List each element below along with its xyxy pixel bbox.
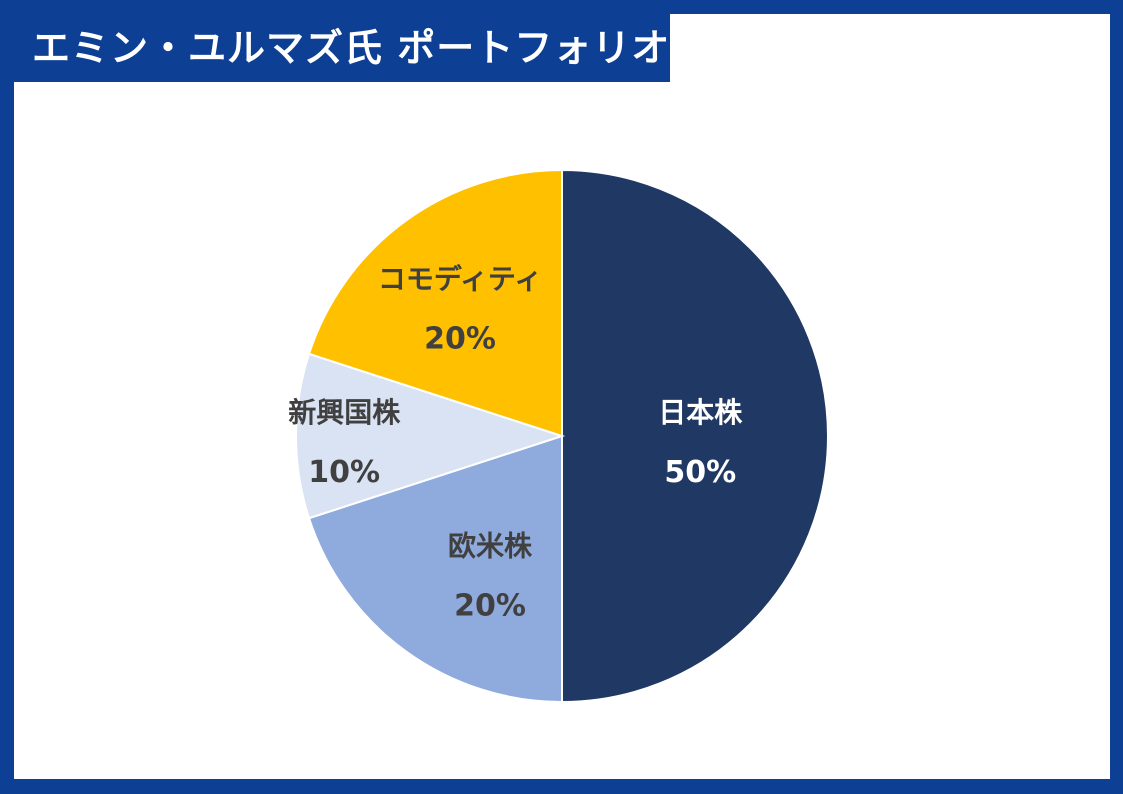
- slice-value-label: 20%: [424, 322, 496, 357]
- slice-category-label: 新興国株: [288, 396, 401, 429]
- pie-slice-3: [295, 352, 566, 520]
- pie-slice-2: [307, 434, 563, 704]
- pie-slice-4: [307, 168, 563, 438]
- slice-category-label: 欧米株: [448, 529, 533, 562]
- page-title: エミン・ユルマズ氏 ポートフォリオ: [32, 26, 671, 70]
- pie-slice-1: [561, 168, 829, 704]
- title-bar: エミン・ユルマズ氏 ポートフォリオ: [14, 14, 670, 82]
- slice-value-label: 10%: [308, 455, 380, 490]
- slice-category-label: 日本株: [658, 396, 743, 429]
- slice-value-label: 50%: [664, 455, 736, 490]
- slice-value-label: 20%: [454, 588, 526, 623]
- slice-category-label: コモディティ: [378, 263, 542, 296]
